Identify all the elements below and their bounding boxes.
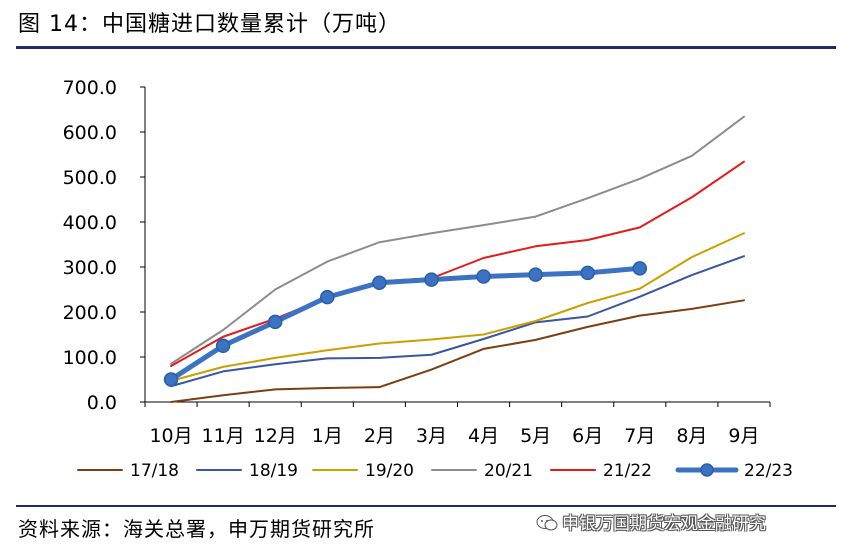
x-axis-tick-labels: 10月 11月 12月 1月 2月 3月 4月 5月 6月 7月 8月 9月 [149, 425, 759, 447]
x-tick-label: 8月 [676, 425, 707, 447]
legend-label: 20/21 [484, 461, 533, 481]
y-tick-label: 100.0 [63, 347, 117, 369]
legend-label: 21/22 [603, 461, 652, 481]
y-tick-label: 500.0 [63, 167, 117, 189]
series-lines [168, 115, 745, 403]
data-point [528, 267, 543, 282]
watermark: 申银万国期货宏观金融研究 [536, 509, 766, 534]
x-tick-label: 7月 [624, 425, 655, 447]
x-tick-label: 6月 [572, 425, 603, 447]
data-point [424, 272, 439, 287]
chart-title: 图 14：中国糖进口数量累计（万吨） [18, 12, 401, 37]
footer-divider [16, 505, 836, 507]
data-point [476, 269, 491, 284]
x-tick-label: 12月 [254, 425, 297, 447]
x-tick-label: 1月 [312, 425, 343, 447]
data-point [215, 338, 231, 353]
series-markers [163, 261, 648, 387]
data-point [372, 275, 387, 290]
source-note: 资料来源：海关总署，申万期货研究所 [18, 517, 375, 541]
wechat-icon [536, 515, 558, 531]
legend-label: 17/18 [130, 461, 179, 481]
legend-label: 18/19 [249, 461, 298, 481]
y-tick-label: 400.0 [63, 212, 117, 234]
data-point [267, 314, 283, 330]
y-tick-label: 300.0 [63, 257, 117, 279]
legend-label: 19/20 [365, 461, 414, 481]
y-tick-label: 600.0 [63, 122, 117, 144]
chart-axes [140, 86, 771, 407]
series-line-19-20 [170, 232, 745, 382]
x-tick-label: 2月 [364, 425, 395, 447]
series-line-22-23 [168, 265, 643, 382]
watermark-text: 申银万国期货宏观金融研究 [562, 514, 766, 534]
x-tick-label: 3月 [416, 425, 447, 447]
data-point [320, 289, 335, 305]
x-tick-label: 9月 [728, 425, 759, 447]
series-line-21-22 [170, 160, 745, 367]
line-chart: 0.0 100.0 200.0 300.0 400.0 500.0 600.0 700.0 1… [63, 77, 793, 481]
series-line-17-18 [170, 299, 745, 403]
x-tick-label: 10月 [149, 425, 192, 447]
data-point [163, 372, 179, 387]
x-tick-label: 4月 [468, 425, 499, 447]
legend-marker [700, 463, 714, 477]
legend: 17/18 18/19 19/20 20/21 21/22 22/23 [77, 461, 793, 481]
title-divider [16, 46, 836, 49]
series-line-18-19 [170, 255, 745, 388]
legend-label: 22/23 [744, 461, 793, 481]
data-point [632, 261, 648, 276]
data-point [580, 265, 595, 281]
y-tick-label: 0.0 [87, 392, 117, 414]
y-axis-tick-labels: 0.0 100.0 200.0 300.0 400.0 500.0 600.0 700.0 [63, 77, 117, 414]
y-tick-label: 200.0 [63, 302, 117, 324]
x-tick-label: 5月 [520, 425, 551, 447]
series-line-20-21 [170, 115, 745, 365]
x-tick-label: 11月 [202, 425, 245, 447]
y-tick-label: 700.0 [63, 77, 117, 99]
